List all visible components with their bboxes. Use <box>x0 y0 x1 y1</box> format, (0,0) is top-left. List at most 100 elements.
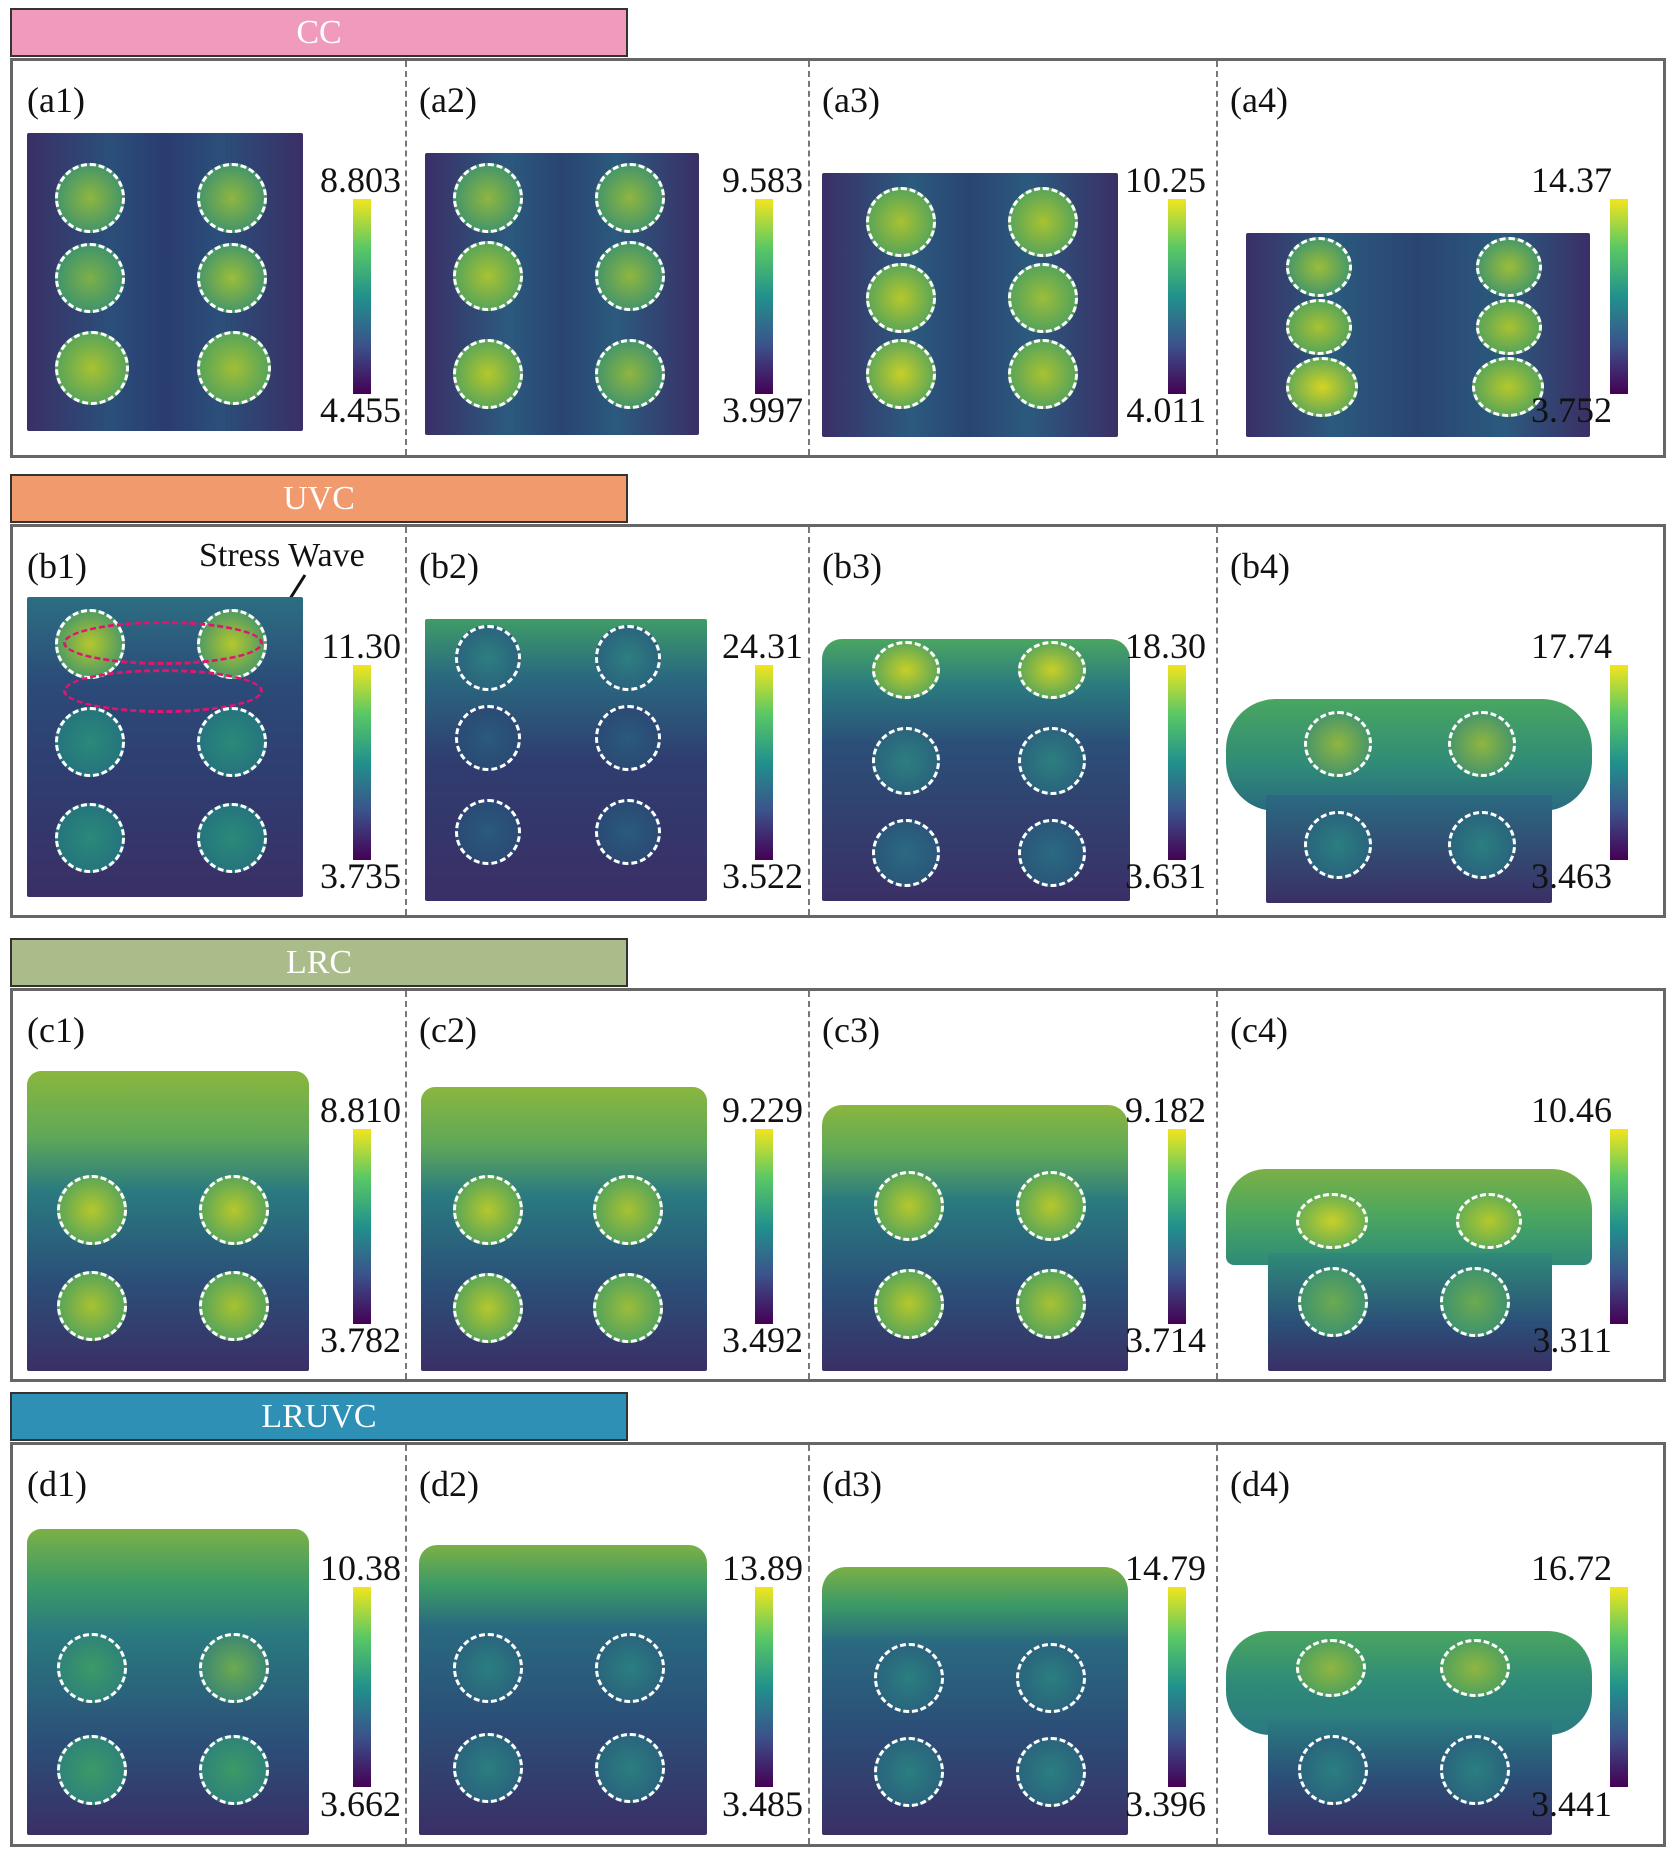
stress-field <box>1246 233 1590 437</box>
group-box-cc: (a1) 8.803 4.455 (a2) 9.583 3.997 (a3) <box>10 58 1666 458</box>
colorbar-max: 9.229 <box>722 1090 803 1130</box>
fiber-circle <box>453 1733 523 1803</box>
group-box-lrc: (c1) 8.810 3.782 (c2) 9.229 3.492 (c3) <box>10 988 1666 1382</box>
colorbar-max: 10.38 <box>320 1548 401 1588</box>
panel-c3: (c3) 9.182 3.714 <box>808 991 1216 1379</box>
fiber-circle <box>199 1175 269 1245</box>
fiber-circle <box>55 331 129 405</box>
panel-a4: (a4) 14.37 3.752 <box>1216 61 1666 455</box>
colorbar-max: 8.803 <box>320 160 401 200</box>
stress-wave-region <box>63 621 263 665</box>
panel-label: (a2) <box>419 80 477 120</box>
stress-field <box>421 1087 707 1371</box>
fiber-circle <box>593 1273 663 1343</box>
fiber-circle <box>872 641 940 699</box>
fiber-circle <box>866 187 936 257</box>
fiber-circle <box>1476 237 1542 297</box>
colorbar <box>353 1129 371 1324</box>
colorbar-min: 3.311 <box>1532 1320 1612 1360</box>
panel-divider <box>808 1445 810 1844</box>
colorbar-max: 11.30 <box>321 626 401 666</box>
stress-field <box>419 1545 707 1835</box>
colorbar-max: 24.31 <box>722 626 803 666</box>
fiber-circle <box>595 1733 665 1803</box>
stress-field <box>27 1529 309 1835</box>
group-title: LRC <box>285 943 353 981</box>
colorbar <box>1610 1129 1628 1324</box>
fiber-circle <box>197 803 267 873</box>
panel-label: (d1) <box>27 1464 87 1504</box>
stress-field <box>822 639 1130 901</box>
fiber-circle <box>1448 711 1516 777</box>
stress-wave-region <box>63 669 263 713</box>
fiber-circle <box>595 705 661 771</box>
stress-field <box>822 173 1118 437</box>
panel-label: (d4) <box>1230 1464 1290 1504</box>
panel-label: (c1) <box>27 1010 85 1050</box>
panel-divider <box>1216 527 1218 915</box>
fiber-circle <box>197 243 267 313</box>
panel-label: (a4) <box>1230 80 1288 120</box>
panel-divider <box>808 61 810 455</box>
colorbar <box>755 199 773 394</box>
fiber-circle <box>1298 1267 1368 1337</box>
colorbar <box>1610 1587 1628 1787</box>
colorbar <box>1168 199 1186 394</box>
panel-divider <box>405 1445 407 1844</box>
colorbar-max: 17.74 <box>1531 626 1612 666</box>
panel-label: (c3) <box>822 1010 880 1050</box>
fiber-circle <box>55 803 125 873</box>
fiber-circle <box>1008 339 1078 409</box>
fiber-circle <box>1008 187 1078 257</box>
colorbar-min: 3.396 <box>1125 1784 1206 1824</box>
colorbar <box>755 665 773 860</box>
colorbar <box>1610 199 1628 394</box>
fiber-circle <box>199 1633 269 1703</box>
panel-divider <box>405 61 407 455</box>
stress-field <box>1226 1169 1592 1265</box>
fiber-circle <box>595 163 665 233</box>
panel-label: (a1) <box>27 80 85 120</box>
fiber-circle <box>1440 1267 1510 1337</box>
colorbar-min: 3.631 <box>1125 856 1206 896</box>
fiber-circle <box>1016 1171 1086 1241</box>
stress-field <box>425 153 699 435</box>
stress-field <box>27 597 303 897</box>
fiber-circle <box>1016 1737 1086 1807</box>
group-header-lrc: LRC <box>10 938 628 987</box>
stress-field <box>27 133 303 431</box>
fiber-circle <box>197 707 267 777</box>
fiber-circle <box>55 163 125 233</box>
stress-field <box>27 1071 309 1371</box>
colorbar-min: 3.782 <box>320 1320 401 1360</box>
fiber-circle <box>199 1735 269 1805</box>
panel-divider <box>808 991 810 1379</box>
colorbar <box>353 199 371 394</box>
fiber-circle <box>57 1175 127 1245</box>
fiber-circle <box>1476 299 1542 355</box>
colorbar-min: 4.011 <box>1126 390 1206 430</box>
panel-a1: (a1) 8.803 4.455 <box>13 61 405 455</box>
panel-label: (b1) <box>27 546 87 586</box>
fiber-circle <box>455 799 521 865</box>
colorbar-max: 9.182 <box>1125 1090 1206 1130</box>
colorbar-min: 3.485 <box>722 1784 803 1824</box>
fiber-circle <box>874 1737 944 1807</box>
fiber-circle <box>57 1271 127 1341</box>
colorbar <box>353 1587 371 1787</box>
stress-field-base <box>1268 1253 1552 1371</box>
colorbar-max: 13.89 <box>722 1548 803 1588</box>
colorbar-min: 3.752 <box>1531 390 1612 430</box>
panel-label: (c4) <box>1230 1010 1288 1050</box>
fiber-circle <box>595 339 665 409</box>
fiber-circle <box>57 1633 127 1703</box>
group-box-uvc: (b1) Stress Wave 11.30 3.735 (b2) <box>10 524 1666 918</box>
panel-d4: (d4) 16.72 3.441 <box>1216 1445 1666 1844</box>
colorbar-max: 14.37 <box>1531 160 1612 200</box>
panel-b2: (b2) 24.31 3.522 <box>405 527 808 915</box>
panel-b3: (b3) 18.30 3.631 <box>808 527 1216 915</box>
fiber-circle <box>872 819 940 887</box>
panel-c4: (c4) 10.46 3.311 <box>1216 991 1666 1379</box>
fiber-circle <box>1018 819 1086 887</box>
panel-label: (d2) <box>419 1464 479 1504</box>
